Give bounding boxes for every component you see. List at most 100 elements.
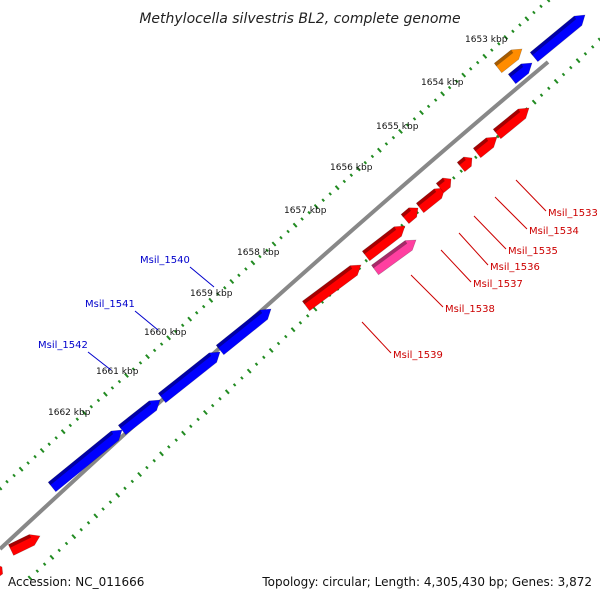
tick-dot xyxy=(254,362,259,366)
tick-dot xyxy=(210,403,215,408)
tick-dot xyxy=(495,134,500,139)
tick-dot xyxy=(173,329,178,334)
tick-dot xyxy=(532,10,536,15)
tick-dot xyxy=(167,445,171,449)
tick-dot xyxy=(276,341,281,346)
tick-dot xyxy=(246,368,252,374)
tick-dot xyxy=(93,513,99,519)
tick-dot xyxy=(524,16,530,22)
gene-reverse xyxy=(157,351,221,404)
tick-dot xyxy=(12,473,16,478)
gene-label-text: Msil_1541 xyxy=(85,299,135,310)
tick-label: 1662 kbp xyxy=(48,408,91,418)
tick-dot xyxy=(474,155,478,160)
tick-dot xyxy=(590,45,595,49)
map-title: Methylocella silvestris BL2, complete ge… xyxy=(139,11,460,27)
leader-line xyxy=(189,266,215,288)
tick-dot xyxy=(271,241,277,247)
tick-dot xyxy=(265,248,269,253)
tick-dot xyxy=(166,335,172,341)
tick-dot xyxy=(412,117,417,121)
gene-label-text: Msil_1536 xyxy=(490,262,540,273)
tick-dot xyxy=(461,72,467,78)
tick-dot xyxy=(364,258,368,263)
tick-dot xyxy=(292,222,298,228)
gene-label-text: Msil_1533 xyxy=(548,208,598,219)
tick-dot xyxy=(547,86,551,91)
tick-dot xyxy=(305,314,310,318)
tick-dot xyxy=(101,507,105,511)
backbone-line xyxy=(0,60,550,551)
tick-dot xyxy=(384,142,389,146)
tick-label: 1657 kbp xyxy=(284,206,327,216)
gene-labels: Msil_1540 Msil_1541 Msil_1542 Msil_1533 Msil… xyxy=(38,179,598,371)
tick-dot xyxy=(539,93,544,97)
tick-dot xyxy=(300,217,304,221)
tick-dot xyxy=(39,447,45,454)
gene-label-text: Msil_1537 xyxy=(473,279,523,290)
gene-rna xyxy=(493,48,523,74)
tick-dot xyxy=(152,458,156,463)
tick-dot xyxy=(468,67,473,71)
gene-forward xyxy=(7,534,41,556)
tick-dot xyxy=(218,396,222,401)
tick-dot xyxy=(130,479,135,484)
tick-dot xyxy=(497,42,501,46)
tick-dot xyxy=(223,286,227,290)
tick-dot xyxy=(370,154,375,159)
gene-forward xyxy=(456,156,473,173)
gene-forward xyxy=(492,107,530,140)
gene-reverse xyxy=(507,62,533,85)
tick-dot xyxy=(229,278,235,285)
tick-dot xyxy=(108,500,113,504)
tick-dot xyxy=(321,198,325,202)
tick-dot xyxy=(187,316,193,322)
tick-dot xyxy=(376,147,382,153)
tick-dot xyxy=(240,376,244,380)
leader-line xyxy=(494,196,528,230)
scale-ticks: 1653 kbp 1654 kbp 1655 kbp 1656 kbp 1657 kbp… xyxy=(48,35,508,418)
tick-label: 1658 kbp xyxy=(237,248,280,258)
tick-dot xyxy=(312,306,318,312)
accession-text: Accession: NC_011666 xyxy=(8,575,144,589)
tick-dot xyxy=(290,327,296,333)
gene-forward xyxy=(0,565,4,577)
gene-reverse xyxy=(117,399,161,436)
tick-dot xyxy=(398,128,403,134)
gene-reverse xyxy=(529,14,586,63)
tick-dot xyxy=(583,52,588,56)
tick-dot xyxy=(545,0,551,3)
tick-label: 1654 kbp xyxy=(421,78,464,88)
gene-label-msil-1538: Msil_1538 xyxy=(410,274,495,315)
tick-dot xyxy=(440,91,446,97)
tick-dot xyxy=(117,379,122,384)
gene-label-msil-1533: Msil_1533 xyxy=(515,179,598,219)
gene-label-text: Msil_1535 xyxy=(508,246,558,257)
tick-dot xyxy=(262,355,266,360)
tick-dot xyxy=(405,123,410,127)
tick-dot xyxy=(49,554,55,560)
tick-dot xyxy=(454,79,459,84)
gene-label-msil-1540: Msil_1540 xyxy=(140,255,215,288)
gene-label-text: Msil_1542 xyxy=(38,340,88,351)
tick-dot xyxy=(159,342,164,346)
tick-dot xyxy=(419,110,424,116)
tick-dot xyxy=(42,562,47,566)
gene-reverse xyxy=(215,308,272,356)
topology-text: Topology: circular; Length: 4,305,430 bp… xyxy=(261,575,592,589)
gene-label-text: Msil_1539 xyxy=(393,350,443,361)
tick-dot xyxy=(124,372,129,378)
gene-label-msil-1535: Msil_1535 xyxy=(473,215,558,257)
gene-label-msil-1539: Msil_1539 xyxy=(361,321,443,361)
tick-label: 1659 kbp xyxy=(190,289,233,299)
gene-forward xyxy=(361,225,406,262)
leader-line xyxy=(361,321,392,354)
tick-label: 1660 kbp xyxy=(144,328,187,338)
tick-dot xyxy=(279,235,283,240)
leader-line xyxy=(440,249,472,283)
gene-label-msil-1542: Msil_1542 xyxy=(38,340,112,371)
gene-label-text: Msil_1534 xyxy=(529,226,579,237)
tick-dot xyxy=(68,423,73,428)
tick-dot xyxy=(459,169,463,173)
